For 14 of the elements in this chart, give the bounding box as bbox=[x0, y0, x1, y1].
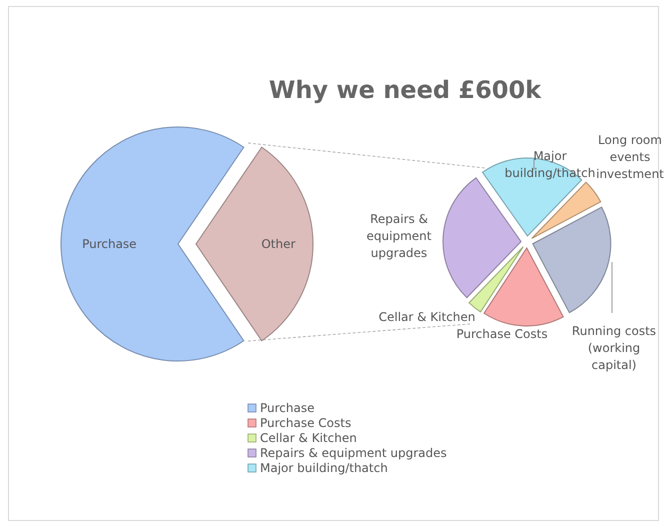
slice-label: Major building/thatch bbox=[504, 149, 596, 180]
slice-label: Long room events investment bbox=[596, 133, 664, 181]
slice-label: Running costs (working capital) bbox=[572, 324, 656, 372]
slice-label: Repairs & equipment upgrades bbox=[366, 212, 432, 260]
legend-label: Repairs & equipment upgrades bbox=[260, 446, 447, 460]
legend-label: Cellar & Kitchen bbox=[260, 431, 357, 445]
slice-label: Purchase Costs bbox=[456, 327, 548, 341]
slice-label: Purchase bbox=[82, 237, 137, 251]
legend-label: Major building/thatch bbox=[260, 461, 388, 475]
legend-label: Purchase bbox=[260, 401, 314, 415]
slice-label: Other bbox=[261, 237, 296, 251]
slice-label: Cellar & Kitchen bbox=[378, 310, 476, 324]
text: Why we need £600k bbox=[268, 76, 542, 104]
legend-label: Purchase Costs bbox=[260, 416, 352, 430]
